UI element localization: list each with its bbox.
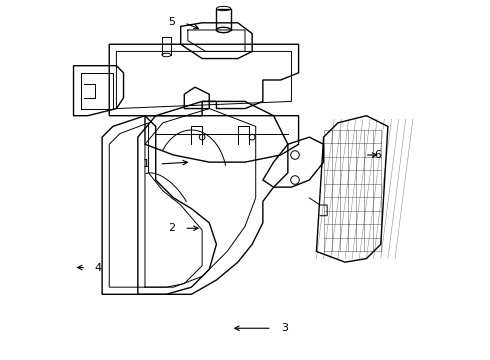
Text: 5: 5 <box>168 17 175 27</box>
Text: 6: 6 <box>374 150 381 160</box>
Text: 3: 3 <box>281 323 288 333</box>
Text: 2: 2 <box>168 223 175 233</box>
Text: 1: 1 <box>143 159 150 169</box>
Text: 4: 4 <box>94 262 101 273</box>
